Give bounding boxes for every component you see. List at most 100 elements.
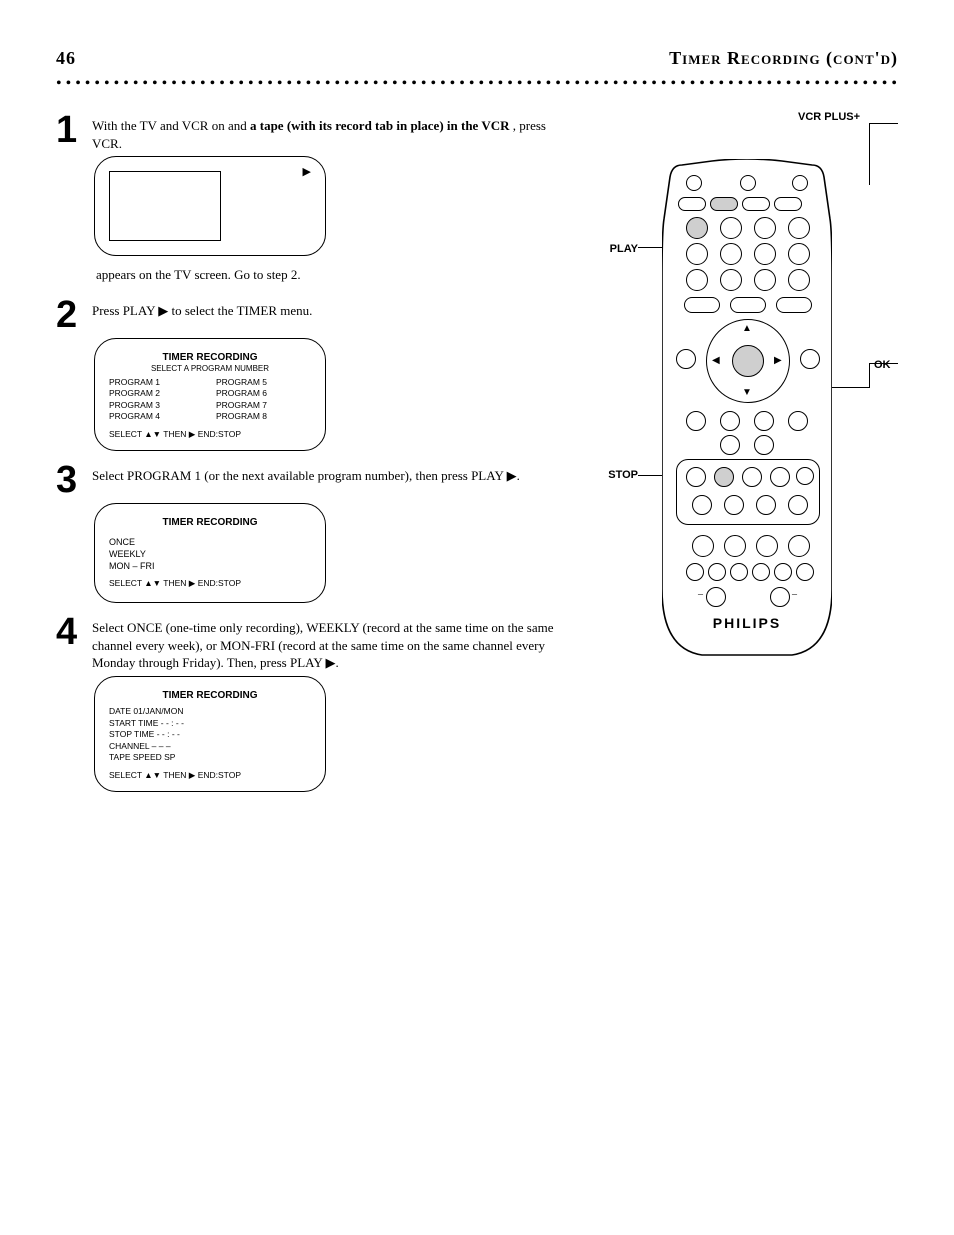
remote-btn bbox=[754, 269, 776, 291]
step-1b: appears on the TV screen. Go to step 2. bbox=[96, 266, 556, 284]
screen2-item: PROGRAM 6 bbox=[216, 388, 311, 399]
remote-play-btn bbox=[686, 217, 708, 239]
remote-btn bbox=[684, 297, 720, 313]
remote-btn bbox=[788, 217, 810, 239]
screen2-item: PROGRAM 2 bbox=[109, 388, 204, 399]
remote-btn bbox=[720, 243, 742, 265]
remote-btn bbox=[692, 495, 712, 515]
screen4-row: CHANNEL – – – bbox=[109, 741, 311, 752]
remote-btn bbox=[788, 535, 810, 557]
screen2-instr: SELECT ▲▼ THEN ▶ END:STOP bbox=[109, 429, 311, 440]
remote-ok-btn bbox=[732, 345, 764, 377]
screen4-row: START TIME - - : - - bbox=[109, 718, 311, 729]
remote-body: ▲ ▼ ◀ ▶ bbox=[662, 159, 832, 659]
remote-btn bbox=[788, 495, 808, 515]
remote-btn bbox=[752, 563, 770, 581]
remote-btn bbox=[692, 535, 714, 557]
screen2-title: TIMER RECORDING bbox=[109, 351, 311, 365]
screen2-item: PROGRAM 1 bbox=[109, 377, 204, 388]
page-number: 46 bbox=[56, 48, 76, 69]
remote-btn bbox=[788, 411, 808, 431]
tv-screen-4: TIMER RECORDING DATE 01/JAN/MON START TI… bbox=[94, 676, 326, 792]
remote-btn bbox=[720, 269, 742, 291]
step-1b-text: appears on the TV screen. Go to step 2. bbox=[96, 266, 556, 284]
step-2-text: Press PLAY ▶ to select the TIMER menu. bbox=[92, 296, 556, 320]
remote-btn bbox=[756, 495, 776, 515]
page-header: 46 Timer Recording (cont'd) bbox=[56, 48, 898, 69]
step-2: 2 Press PLAY ▶ to select the TIMER menu. bbox=[56, 296, 556, 334]
step-4-text: Select ONCE (one-time only recording), W… bbox=[92, 613, 556, 672]
remote-btn bbox=[770, 467, 790, 487]
remote-btn bbox=[708, 563, 726, 581]
tv-screen-2: TIMER RECORDING SELECT A PROGRAM NUMBER … bbox=[94, 338, 326, 452]
leader-line bbox=[869, 363, 870, 387]
remote-btn bbox=[720, 435, 740, 455]
remote-stop-btn bbox=[714, 467, 734, 487]
label-ok: OK bbox=[874, 359, 898, 371]
remote-btn bbox=[774, 563, 792, 581]
screen3-row: ONCE bbox=[109, 536, 311, 548]
remote-btn bbox=[678, 197, 706, 211]
dpad-down-icon: ▼ bbox=[742, 387, 752, 398]
remote-btn bbox=[754, 435, 774, 455]
remote-btn bbox=[730, 297, 766, 313]
remote-btn bbox=[754, 411, 774, 431]
remote-btn bbox=[730, 563, 748, 581]
remote-btn bbox=[742, 197, 770, 211]
remote-btn bbox=[686, 175, 702, 191]
page: 46 Timer Recording (cont'd) ••••••••••••… bbox=[0, 0, 954, 1235]
remote-btn bbox=[686, 563, 704, 581]
remote-btn bbox=[706, 587, 726, 607]
remote-diagram: VCR PLUS+ OK PLAY STOP bbox=[598, 111, 898, 671]
screen1-arrow-icon: ▶ bbox=[303, 165, 311, 180]
label-stop: STOP bbox=[598, 469, 638, 481]
remote-btn bbox=[742, 467, 762, 487]
page-title: Timer Recording (cont'd) bbox=[669, 48, 898, 69]
remote-btn bbox=[754, 243, 776, 265]
remote-btn bbox=[686, 467, 706, 487]
tv-screen-1: ▶ bbox=[94, 156, 326, 256]
left-column: 1 With the TV and VCR on and a tape (wit… bbox=[56, 111, 556, 802]
dpad-right-icon: ▶ bbox=[774, 355, 782, 366]
remote-btn bbox=[770, 587, 790, 607]
screen4-row: TAPE SPEED SP bbox=[109, 752, 311, 763]
remote-btn bbox=[724, 495, 744, 515]
remote-btn bbox=[756, 535, 778, 557]
screen2-item: PROGRAM 8 bbox=[216, 411, 311, 422]
screen1-inner-box bbox=[109, 171, 221, 241]
remote-btn bbox=[788, 269, 810, 291]
step-4-number: 4 bbox=[56, 613, 92, 651]
remote-btn bbox=[800, 349, 820, 369]
label-vcrplus: VCR PLUS+ bbox=[798, 111, 898, 123]
remote-btn bbox=[686, 243, 708, 265]
minus-icon: – bbox=[698, 589, 703, 600]
screen4-row: DATE 01/JAN/MON bbox=[109, 706, 311, 717]
remote-btn bbox=[776, 297, 812, 313]
remote-btn bbox=[788, 243, 810, 265]
remote-btn bbox=[686, 269, 708, 291]
remote-btn bbox=[724, 535, 746, 557]
step-1-text: With the TV and VCR on and a tape (with … bbox=[92, 111, 556, 152]
screen4-row: STOP TIME - - : - - bbox=[109, 729, 311, 740]
step-1-pre: With the TV and VCR on and bbox=[92, 118, 247, 133]
remote-btn bbox=[676, 349, 696, 369]
step-1-number: 1 bbox=[56, 111, 92, 149]
dotted-rule: ••••••••••••••••••••••••••••••••••••••••… bbox=[56, 75, 898, 91]
remote-btn bbox=[796, 563, 814, 581]
remote-btn bbox=[774, 197, 802, 211]
screen4-instr: SELECT ▲▼ THEN ▶ END:STOP bbox=[109, 770, 311, 781]
screen3-instr: SELECT ▲▼ THEN ▶ END:STOP bbox=[109, 578, 311, 589]
right-column: VCR PLUS+ OK PLAY STOP bbox=[598, 111, 898, 671]
label-play: PLAY bbox=[598, 243, 638, 255]
remote-btn bbox=[720, 411, 740, 431]
remote-btn bbox=[754, 217, 776, 239]
step-4: 4 Select ONCE (one-time only recording),… bbox=[56, 613, 556, 672]
leader-line bbox=[869, 123, 870, 185]
dpad-left-icon: ◀ bbox=[712, 355, 720, 366]
leader-line bbox=[870, 363, 898, 364]
screen3-title: TIMER RECORDING bbox=[109, 516, 311, 530]
step-1: 1 With the TV and VCR on and a tape (wit… bbox=[56, 111, 556, 152]
screen2-item: PROGRAM 5 bbox=[216, 377, 311, 388]
tv-screen-3: TIMER RECORDING ONCE WEEKLY MON – FRI SE… bbox=[94, 503, 326, 603]
minus-icon: – bbox=[792, 589, 797, 600]
